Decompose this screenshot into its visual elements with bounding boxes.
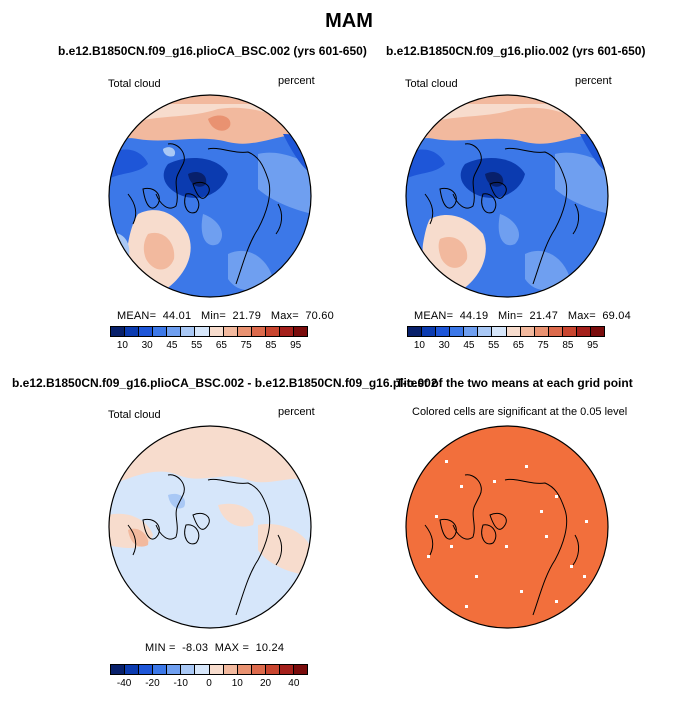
panel1-colorbar [110, 326, 308, 337]
panel2-title: b.e12.B1850CN.f09_g16.plio.002 (yrs 601-… [386, 44, 646, 58]
panel2-polar-map [405, 94, 609, 298]
colorbar-swatch [237, 327, 252, 336]
panel4-polar-map [405, 425, 609, 629]
colorbar-swatch [209, 327, 224, 336]
colorbar-swatch [153, 665, 168, 674]
colorbar-tick-label: 55 [488, 340, 500, 351]
colorbar-swatch [139, 665, 154, 674]
colorbar-tick-label: 10 [413, 340, 425, 351]
colorbar-tick-label: 20 [260, 678, 272, 689]
colorbar-tick-label: 95 [587, 340, 599, 351]
colorbar-swatch [408, 327, 423, 336]
colorbar-swatch [251, 665, 266, 674]
colorbar-swatch [294, 665, 308, 674]
figure-title: MAM [325, 10, 373, 32]
colorbar-swatch [534, 327, 549, 336]
panel2-variable-label: Total cloud [405, 78, 458, 90]
colorbar-swatch [237, 665, 252, 674]
colorbar-tick-label: 85 [265, 340, 277, 351]
colorbar-swatch [223, 665, 238, 674]
panel1-stats: MEAN= 44.01 Min= 21.79 Max= 70.60 [117, 310, 334, 322]
colorbar-swatch [251, 327, 266, 336]
colorbar-tick-label: -20 [145, 678, 160, 689]
colorbar-swatch [209, 665, 224, 674]
colorbar-tick-label: 65 [512, 340, 524, 351]
colorbar-tick-label: 30 [438, 340, 450, 351]
colorbar-swatch [223, 327, 238, 336]
colorbar-swatch [125, 327, 140, 336]
colorbar-swatch [111, 665, 126, 674]
colorbar-tick-label: 65 [215, 340, 227, 351]
colorbar-swatch [181, 327, 196, 336]
colorbar-tick-label: 75 [537, 340, 549, 351]
colorbar-tick-label: 30 [141, 340, 153, 351]
colorbar-tick-label: 10 [231, 678, 243, 689]
panel3-variable-label: Total cloud [108, 409, 161, 421]
colorbar-tick-label: 0 [206, 678, 212, 689]
colorbar-swatch [125, 665, 140, 674]
colorbar-swatch [181, 665, 196, 674]
colorbar-swatch [294, 327, 308, 336]
colorbar-swatch [562, 327, 577, 336]
colorbar-swatch [436, 327, 451, 336]
colorbar-tick-label: -10 [173, 678, 188, 689]
colorbar-swatch [450, 327, 465, 336]
colorbar-swatch [506, 327, 521, 336]
panel3-colorbar [110, 664, 308, 675]
colorbar-swatch [265, 665, 280, 674]
colorbar-tick-label: 10 [116, 340, 128, 351]
colorbar-tick-label: -40 [116, 678, 132, 689]
colorbar-tick-label: 45 [166, 340, 178, 351]
colorbar-swatch [520, 327, 535, 336]
panel2-stats: MEAN= 44.19 Min= 21.47 Max= 69.04 [414, 310, 631, 322]
colorbar-swatch [478, 327, 493, 336]
colorbar-swatch [422, 327, 437, 336]
colorbar-swatch [167, 665, 182, 674]
colorbar-tick-label: 85 [562, 340, 574, 351]
panel4-subtitle: Colored cells are significant at the 0.0… [412, 406, 628, 418]
colorbar-tick-label: 75 [240, 340, 252, 351]
colorbar-swatch [195, 665, 210, 674]
panel3-title: b.e12.B1850CN.f09_g16.plioCA_BSC.002 - b… [12, 376, 438, 390]
panel2-colorbar [407, 326, 605, 337]
colorbar-tick-label: 55 [191, 340, 203, 351]
panel1-variable-label: Total cloud [108, 78, 161, 90]
panel4-title: T-test of the two means at each grid poi… [396, 376, 633, 390]
colorbar-swatch [279, 327, 295, 336]
colorbar-swatch [464, 327, 479, 336]
colorbar-swatch [111, 327, 126, 336]
panel1-units-label: percent [278, 75, 315, 87]
panel3-polar-map [108, 425, 312, 629]
colorbar-swatch [167, 327, 182, 336]
panel3-stats: MIN = -8.03 MAX = 10.24 [145, 642, 285, 654]
colorbar-swatch [139, 327, 154, 336]
colorbar-swatch [548, 327, 563, 336]
colorbar-swatch [153, 327, 168, 336]
panel3-units-label: percent [278, 406, 315, 418]
panel2-units-label: percent [575, 75, 612, 87]
colorbar-swatch [195, 327, 210, 336]
colorbar-swatch [591, 327, 605, 336]
colorbar-swatch [492, 327, 507, 336]
colorbar-tick-label: 45 [463, 340, 475, 351]
panel1-polar-map [108, 94, 312, 298]
panel1-title: b.e12.B1850CN.f09_g16.plioCA_BSC.002 (yr… [58, 44, 367, 58]
colorbar-swatch [576, 327, 592, 336]
colorbar-swatch [265, 327, 280, 336]
colorbar-swatch [279, 665, 295, 674]
colorbar-tick-label: 95 [290, 340, 302, 351]
colorbar-tick-label: 40 [288, 678, 300, 689]
